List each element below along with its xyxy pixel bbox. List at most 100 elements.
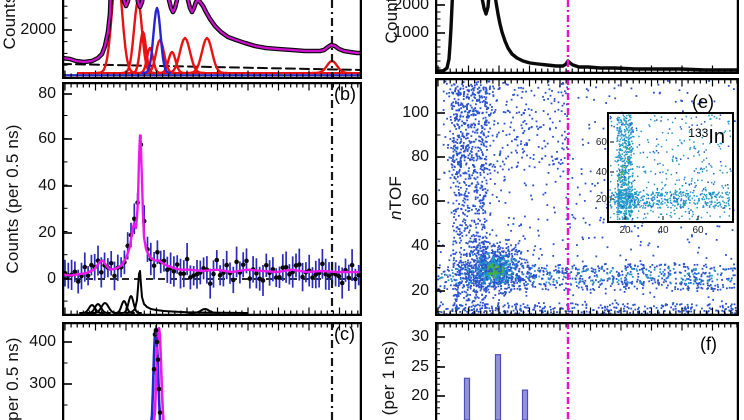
scatter-point [485,192,488,194]
scatter-point [712,298,714,301]
scatter-point [472,304,475,307]
scatter-point [464,156,467,158]
scatter-point [460,239,462,242]
scatter-point [673,200,675,203]
scatter-point [493,279,496,282]
scatter-point [456,134,459,137]
scatter-point [463,92,465,95]
scatter-point [703,131,705,133]
scatter-point [733,274,736,277]
scatter-point [508,216,510,219]
scatter-point [574,303,577,306]
scatter-point [571,277,574,280]
scatter-point [464,213,466,216]
scatter-point [482,111,484,114]
scatter-point [649,274,652,277]
scatter-point [691,234,693,236]
scatter-point [471,130,474,133]
scatter-point [570,271,573,273]
scatter-point [484,211,487,214]
scatter-point [454,118,457,121]
scatter-point [465,128,467,131]
scatter-point [473,253,476,255]
scatter-point [485,260,487,262]
scatter-point [466,114,469,116]
scatter-point [483,289,486,292]
scatter-point [487,273,490,276]
scatter-point [713,192,716,194]
scatter-point [671,121,674,124]
scatter-point [708,80,710,82]
scatter-point [682,194,685,196]
scatter-point [592,268,595,271]
scatter-point [616,138,618,140]
scatter-point [608,277,610,280]
scatter-point [580,275,583,277]
scatter-point [625,117,628,120]
scatter-point [658,191,660,194]
scatter-point [494,268,496,271]
scatter-point [472,110,475,113]
scatter-point [529,157,532,159]
scatter-point [485,232,488,234]
scatter-point [453,257,455,260]
scatter-point [489,144,492,147]
scatter-point [626,283,629,286]
scatter-point [515,263,518,265]
scatter-point [618,273,620,276]
scatter-point [483,257,486,260]
scatter-point [677,145,679,147]
scatter-point [622,146,625,148]
scatter-point [463,201,466,204]
scatter-point [516,165,519,167]
scatter-point [703,198,706,201]
scatter-point [691,269,693,272]
scatter-point [617,272,620,274]
scatter-point [482,142,485,145]
scatter-point [653,266,656,269]
scatter-point [450,254,452,257]
scatter-point [491,274,494,277]
scatter-point [631,219,633,221]
scatter-point [616,161,618,163]
scatter-point [512,281,515,283]
scatter-point [484,194,487,197]
scatter-point [695,168,697,170]
scatter-point [489,233,491,236]
scatter-point [477,183,480,185]
scatter-point [455,304,458,307]
scatter-point [724,268,726,271]
scatter-point [640,263,643,266]
scatter-point [511,284,514,286]
scatter-point [484,240,487,243]
scatter-point [626,217,629,219]
scatter-point [621,149,624,152]
scatter-point [495,307,497,309]
scatter-point [491,268,493,271]
scatter-point [591,183,594,185]
scatter-point [479,89,482,92]
fit-curve [152,326,165,420]
scatter-point [632,172,634,174]
scatter-point [461,135,464,137]
scatter-point [451,122,453,124]
scatter-point [481,185,484,188]
scatter-point [473,308,475,310]
scatter-point [723,201,725,204]
scatter-point [457,152,459,155]
scatter-point [464,228,467,230]
data-point [300,274,305,280]
scatter-point [657,83,660,86]
scatter-point [556,167,559,170]
scatter-point [625,140,627,142]
scatter-point [475,159,478,162]
scatter-point [618,189,620,192]
scatter-point [481,279,484,282]
scatter-point [581,236,584,239]
scatter-point [490,245,493,248]
scatter-point [483,279,486,281]
scatter-point [629,175,631,178]
scatter-point [479,140,482,143]
scatter-point [470,240,473,243]
scatter-point [617,211,619,213]
